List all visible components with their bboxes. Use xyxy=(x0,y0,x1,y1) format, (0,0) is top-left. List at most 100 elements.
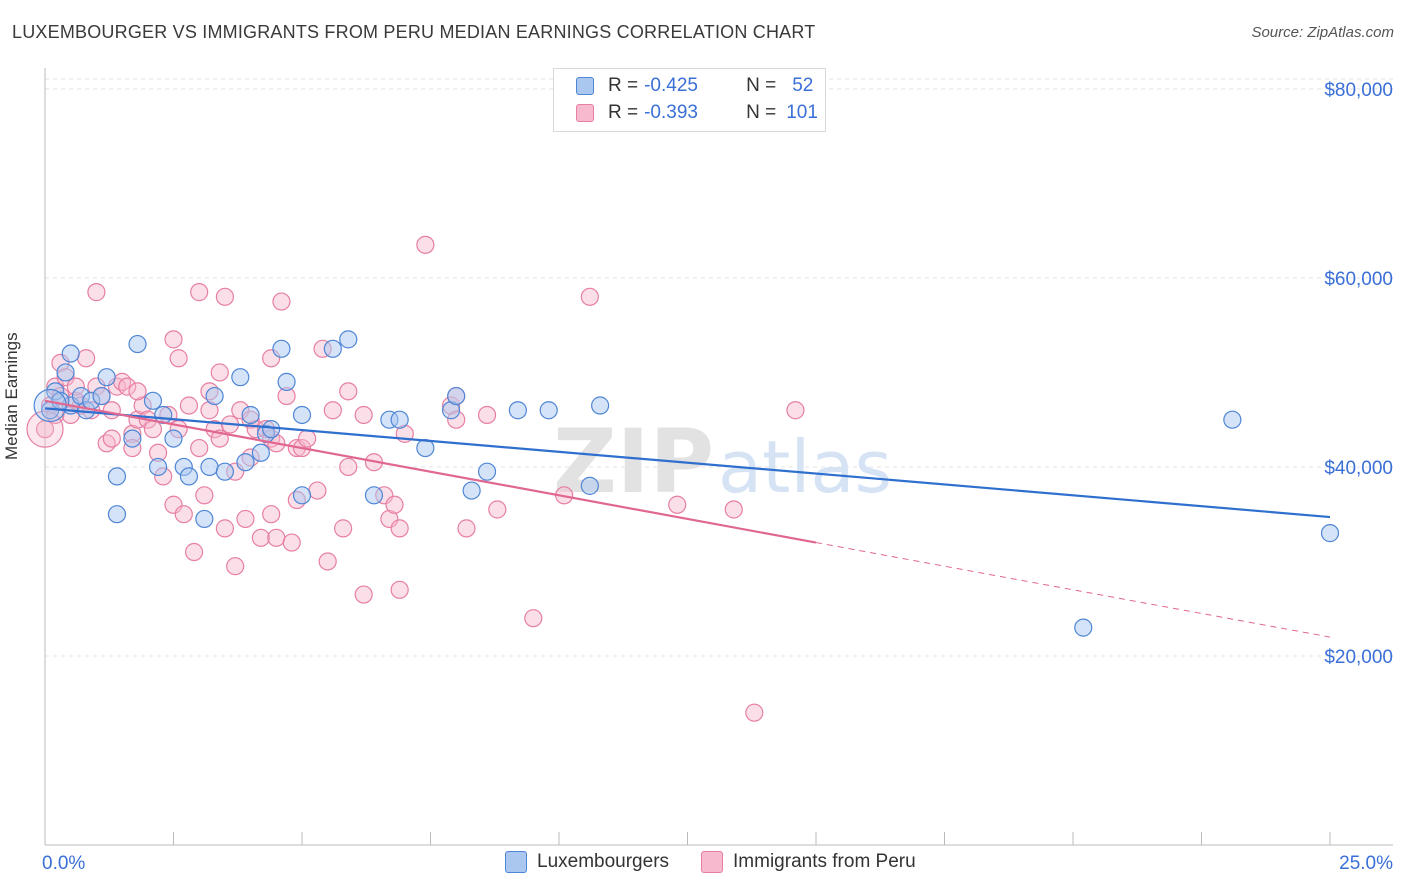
data-point-peru xyxy=(190,283,209,302)
trend-line-peru-extension xyxy=(815,542,1331,638)
data-point-peru xyxy=(580,287,599,306)
data-point-peru xyxy=(118,377,137,396)
data-point-peru xyxy=(169,349,188,368)
data-point-peru xyxy=(668,495,687,514)
data-point-peru xyxy=(102,429,121,448)
legend-label: Immigrants from Peru xyxy=(733,851,916,872)
data-point-peru xyxy=(174,505,193,524)
luxembourger-points xyxy=(33,330,1340,637)
data-point-luxembourger xyxy=(277,372,296,391)
data-point-peru xyxy=(323,401,342,420)
source-label: Source: ZipAtlas.com xyxy=(1251,24,1394,41)
legend-label: Luxembourgers xyxy=(537,851,670,872)
axes xyxy=(44,68,1393,846)
data-point-luxembourger xyxy=(215,462,234,481)
trend-lines xyxy=(44,399,1331,638)
data-point-peru xyxy=(477,405,497,425)
data-point-peru xyxy=(87,283,106,302)
y-tick-label: $80,000 xyxy=(1324,80,1393,101)
data-point-peru xyxy=(179,396,199,415)
data-point-luxembourger xyxy=(241,405,260,425)
data-point-peru xyxy=(210,363,229,382)
data-point-peru xyxy=(334,519,353,538)
r-label: R = xyxy=(608,75,639,96)
data-point-peru xyxy=(77,349,96,368)
data-point-luxembourger xyxy=(262,420,281,439)
data-point-peru xyxy=(457,519,476,538)
n-label: N = xyxy=(746,75,777,96)
data-point-luxembourger xyxy=(205,386,224,406)
data-point-luxembourger xyxy=(251,443,270,462)
blue-swatch xyxy=(505,851,527,873)
data-point-peru xyxy=(226,557,245,576)
data-point-peru xyxy=(251,528,270,547)
data-point-luxembourger xyxy=(339,330,358,349)
data-point-luxembourger xyxy=(56,363,75,382)
data-point-luxembourger xyxy=(33,388,67,423)
x-tick-label: 0.0% xyxy=(42,853,85,874)
data-point-luxembourger xyxy=(292,405,312,425)
data-point-peru xyxy=(724,500,743,519)
legend-item-peru[interactable]: Immigrants from Peru xyxy=(701,851,916,873)
data-point-luxembourger xyxy=(364,486,384,505)
y-tick-label: $60,000 xyxy=(1324,269,1393,290)
data-point-peru xyxy=(184,542,204,562)
r-value: -0.393 xyxy=(644,102,698,123)
peru-points xyxy=(26,235,805,722)
legend-item-luxembourgers[interactable]: Luxembourgers xyxy=(505,851,669,873)
n-label: N = xyxy=(746,102,777,123)
data-point-peru xyxy=(164,330,183,349)
data-point-luxembourger xyxy=(195,509,214,529)
legend-row-luxembourgers: R = -0.425 N = 52 xyxy=(576,74,813,98)
data-point-luxembourger xyxy=(61,344,80,363)
data-point-luxembourger xyxy=(477,462,497,481)
data-point-luxembourger xyxy=(128,334,147,354)
data-point-peru xyxy=(102,401,121,420)
stats-legend: R = -0.425 N = 52 R = -0.393 N = 101 xyxy=(553,68,826,132)
data-point-luxembourger xyxy=(390,410,409,429)
pink-swatch xyxy=(701,851,724,873)
data-point-luxembourger xyxy=(1074,618,1093,637)
r-value: -0.425 xyxy=(644,75,698,96)
data-point-luxembourger xyxy=(539,401,558,420)
data-point-peru xyxy=(318,552,337,571)
data-point-luxembourger xyxy=(591,396,610,415)
data-point-luxembourger xyxy=(1320,524,1340,543)
data-point-peru xyxy=(262,505,281,524)
data-point-luxembourger xyxy=(236,453,255,472)
data-point-peru xyxy=(390,519,409,538)
data-point-peru xyxy=(786,401,805,420)
data-point-peru xyxy=(390,580,409,599)
x-tick-labels: 0.0% 25.0% xyxy=(42,853,1393,874)
data-point-peru xyxy=(128,382,147,401)
data-point-luxembourger xyxy=(123,429,142,448)
data-point-peru xyxy=(488,500,507,519)
data-point-peru xyxy=(339,382,358,401)
n-value: 52 xyxy=(792,75,814,96)
data-point-peru xyxy=(215,519,234,538)
data-point-luxembourger xyxy=(231,368,250,387)
y-tick-label: $20,000 xyxy=(1324,647,1393,668)
data-point-luxembourger xyxy=(143,391,163,410)
blue-swatch xyxy=(576,77,594,95)
data-point-peru xyxy=(745,703,764,722)
data-point-peru xyxy=(385,495,404,514)
n-value: 101 xyxy=(786,102,818,123)
data-point-peru xyxy=(308,481,327,500)
y-tick-label: $40,000 xyxy=(1324,458,1393,479)
legend-row-peru: R = -0.393 N = 101 xyxy=(576,101,818,125)
data-point-luxembourger xyxy=(292,486,312,505)
data-point-luxembourger xyxy=(323,339,342,358)
data-point-peru xyxy=(282,533,301,552)
data-point-peru xyxy=(354,405,373,425)
data-point-peru xyxy=(215,287,234,306)
data-point-peru xyxy=(267,528,286,547)
data-point-luxembourger xyxy=(580,476,599,495)
data-point-luxembourger xyxy=(200,457,219,477)
data-point-peru xyxy=(236,509,255,529)
pink-swatch xyxy=(576,104,594,122)
watermark-zip: ZIP xyxy=(553,410,714,513)
data-point-peru xyxy=(354,585,373,604)
trend-line-peru xyxy=(44,399,817,544)
